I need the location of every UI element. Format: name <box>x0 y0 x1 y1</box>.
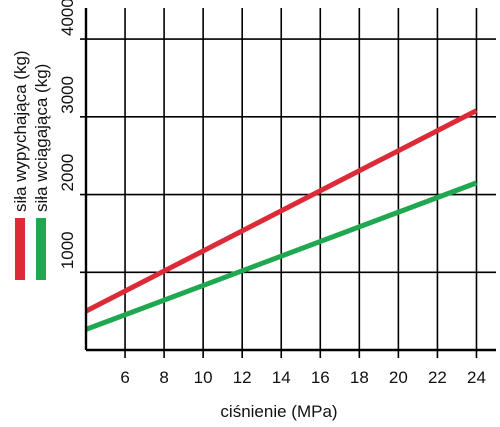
x-tick-label-20: 20 <box>389 368 408 387</box>
y-tick-label-3000: 3000 <box>58 76 77 114</box>
legend-swatch-pull-force <box>36 218 46 280</box>
y-tick-label-1000: 1000 <box>58 231 77 269</box>
legend-label-pull-force: siła wciągająca (kg) <box>32 64 51 212</box>
axes <box>84 8 496 352</box>
legend-label-push-force: siła wypychająca (kg) <box>11 50 30 212</box>
legend: siła wypychająca (kg) siła wciągająca (kg… <box>11 50 51 280</box>
x-tick-label-16: 16 <box>311 368 330 387</box>
y-tick-labels: 1000 2000 3000 4000 <box>58 0 77 269</box>
series-lines <box>84 108 478 332</box>
x-tick-label-22: 22 <box>428 368 447 387</box>
x-tick-label-18: 18 <box>350 368 369 387</box>
grid <box>80 8 496 358</box>
x-tick-label-14: 14 <box>272 368 291 387</box>
x-tick-label-24: 24 <box>467 368 486 387</box>
x-tick-label-8: 8 <box>159 368 168 387</box>
series-line-push-force <box>84 108 478 314</box>
x-tick-labels: 6 8 10 12 14 16 18 20 22 24 <box>120 368 486 387</box>
y-tick-label-2000: 2000 <box>58 154 77 192</box>
legend-swatch-push-force <box>15 218 25 280</box>
x-tick-label-12: 12 <box>233 368 252 387</box>
y-tick-label-4000: 4000 <box>58 0 77 36</box>
series-line-pull-force <box>85 180 478 332</box>
x-tick-label-10: 10 <box>194 368 213 387</box>
x-tick-label-6: 6 <box>120 368 129 387</box>
x-axis-label: ciśnienie (MPa) <box>220 402 337 421</box>
